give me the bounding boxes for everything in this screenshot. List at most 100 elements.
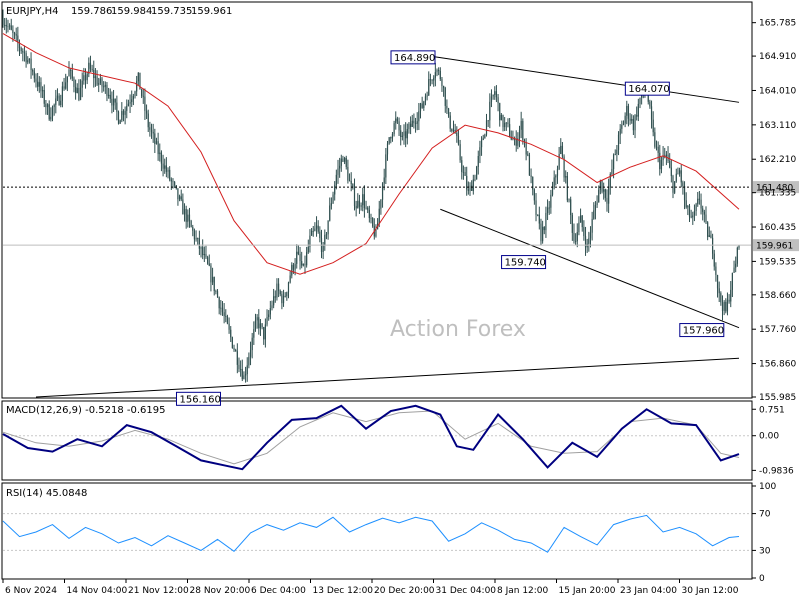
candle-body (725, 301, 727, 312)
candle-body (665, 154, 667, 157)
candle-body (413, 120, 415, 124)
candle-body (177, 188, 179, 200)
candle-body (91, 68, 93, 71)
candle-body (108, 94, 110, 96)
ohlc-open: 159.786 (71, 6, 112, 17)
candle-body (436, 70, 438, 73)
candle-body (314, 228, 316, 231)
candle-body (703, 211, 705, 215)
candle-body (94, 76, 97, 79)
candle-body (550, 194, 552, 208)
candle-body (119, 120, 121, 124)
macd-tick-label: 0.751 (759, 405, 785, 415)
candle-body (546, 207, 549, 213)
price-annotation-label: 159.740 (505, 258, 546, 269)
rsi-tick-label: 0 (759, 574, 765, 584)
candle-body (240, 369, 242, 370)
price-tick-label: 161.335 (759, 189, 796, 199)
candle-body (2, 18, 4, 25)
candle-body (390, 137, 392, 139)
candle-body (462, 171, 465, 173)
candle-body (70, 69, 72, 71)
candle-body (616, 149, 618, 155)
candle-body (116, 102, 118, 112)
candle-body (517, 138, 519, 146)
candle-body (258, 317, 260, 329)
candle-body (622, 123, 625, 125)
candle-body (236, 351, 238, 365)
price-annotation-box (390, 50, 436, 65)
candle-body (56, 95, 59, 99)
candle-body (447, 108, 450, 116)
candle-body (525, 141, 527, 155)
price-tick-label: 159.535 (759, 257, 796, 267)
candle-body (61, 86, 64, 101)
price-tick-label: 164.910 (759, 52, 796, 62)
candle-body (75, 86, 77, 94)
candle-body (713, 253, 715, 267)
candle-body (155, 141, 158, 144)
candle-body (716, 274, 719, 289)
candle-body (733, 267, 735, 273)
candle-body (406, 129, 408, 139)
candle-body (730, 289, 732, 302)
candle-body (302, 263, 304, 266)
candle-body (357, 200, 359, 209)
candle-body (553, 177, 555, 188)
candle-body (584, 236, 587, 248)
candle-body (274, 296, 276, 298)
candle-body (345, 157, 347, 167)
candle-body (183, 208, 186, 215)
time-tick-label: 6 Dec 04:00 (251, 586, 306, 596)
candle-body (433, 77, 435, 81)
candle-body (401, 135, 403, 137)
price-tick-label: 164.010 (759, 86, 796, 96)
candle-body (13, 33, 16, 35)
candle-body (124, 110, 126, 115)
ohlc-close: 159.961 (191, 6, 232, 17)
candle-body (246, 365, 248, 375)
candle-body (408, 123, 410, 130)
time-tick-label: 8 Jan 12:00 (497, 586, 549, 596)
candle-body (101, 78, 103, 87)
candle-body (157, 141, 159, 155)
candle-body (126, 105, 128, 111)
candle-body (411, 120, 413, 127)
candle-body (355, 205, 357, 209)
candle-body (423, 101, 425, 108)
candle-body (573, 232, 575, 242)
candle-body (386, 143, 389, 155)
candle-body (228, 323, 230, 330)
macd-tick-label: -0.9836 (759, 466, 794, 476)
candle-body (271, 305, 273, 309)
candle-body (68, 69, 70, 77)
candle-body (647, 90, 649, 102)
candle-body (429, 79, 432, 81)
price-tag-box (753, 239, 799, 252)
trend-line (435, 56, 740, 103)
price-annotation-box (679, 323, 725, 338)
candle-body (281, 294, 283, 304)
price-annotation-label: 164.070 (628, 84, 669, 95)
candle-body (170, 179, 172, 182)
candle-body (410, 123, 412, 127)
candle-body (372, 218, 374, 227)
candle-body (601, 180, 603, 192)
candle-body (340, 158, 342, 166)
macd-panel-frame (1, 400, 753, 481)
candle-body (581, 215, 583, 228)
candle-body (710, 235, 712, 238)
candle-body (738, 245, 740, 248)
candle-body (479, 147, 481, 156)
candle-body (96, 76, 98, 85)
candle-body (360, 205, 362, 207)
candle-body (339, 165, 341, 169)
candle-body (579, 215, 582, 223)
candle-body (66, 76, 68, 83)
candle-body (578, 222, 580, 232)
candle-body (604, 189, 606, 198)
candle-body (172, 181, 174, 183)
price-tick-label: 157.760 (759, 325, 796, 335)
rsi-tick-label: 100 (759, 482, 776, 492)
